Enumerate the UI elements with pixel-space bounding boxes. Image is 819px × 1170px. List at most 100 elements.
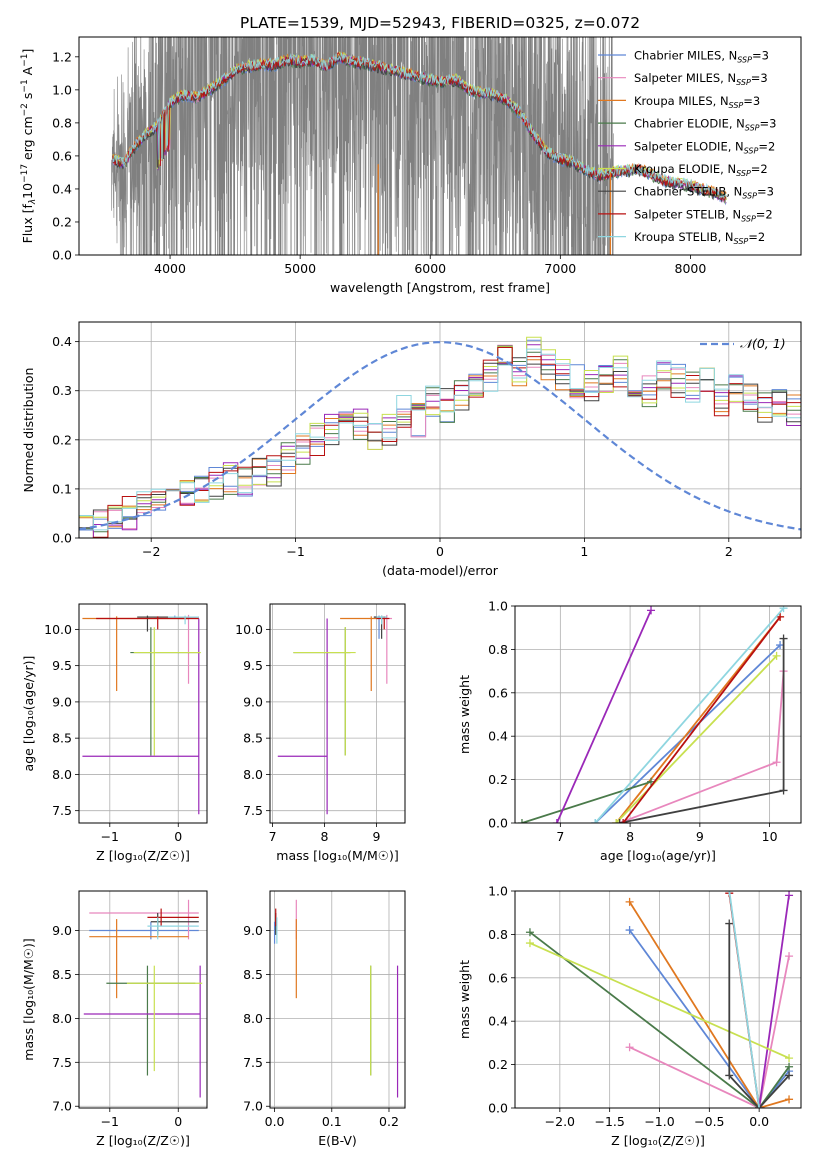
y-tick-label: 9.5 (243, 658, 263, 673)
model-spectrum-line (112, 52, 727, 201)
y-axis-label: mass weight (457, 675, 472, 754)
y-tick-label: 0.4 (52, 181, 72, 196)
x-axis-label: Z [log₁₀(Z/Z☉)] (96, 1133, 190, 1148)
legend-entry-suffix: =3 (743, 94, 760, 108)
histogram-step-line (79, 348, 801, 531)
weight-marker (619, 819, 628, 823)
axes-frame (269, 603, 406, 824)
y-axis-label-part: λ (28, 199, 38, 205)
spectrum-plot-area (111, 37, 727, 255)
mass-vs-ebv-panel: 0.0 0.1 0.2 7.0 7.5 8.0 8.5 9.0 E(B-V) (243, 890, 406, 1148)
legend-entry: Salpeter MILES, NSSP=3 (634, 71, 768, 87)
histogram-plot-area (79, 336, 801, 538)
x-tick-label: 0 (436, 544, 444, 559)
y-tick-label: 0.2 (52, 214, 72, 229)
normal-curve-line (79, 341, 801, 531)
legend-entry-suffix: =2 (751, 162, 768, 176)
legend-entry-suffix: =2 (748, 230, 765, 244)
x-tick-label: −2.0 (545, 1114, 575, 1129)
y-tick-label: 10.0 (235, 622, 263, 637)
y-tick-label: 8.0 (52, 1011, 72, 1026)
y-tick-label: 0.1 (52, 481, 72, 496)
x-tick-label: 0.2 (379, 1114, 399, 1129)
x-tick-label: 7 (269, 829, 277, 844)
axes-frame (514, 890, 802, 1109)
y-tick-label: 7.5 (52, 1055, 72, 1070)
weight-marker (755, 1104, 764, 1108)
legend-entry-text: Salpeter MILES, N (634, 71, 736, 85)
weight-marker (779, 786, 788, 795)
y-tick-label: 1.0 (488, 884, 508, 899)
x-tick-label: 0.0 (265, 1114, 285, 1129)
y-tick-label: 0.2 (488, 1057, 508, 1072)
y-axis-label-part: ] (20, 49, 35, 54)
y-axis-label-part: s (20, 93, 35, 104)
x-tick-label: 0 (174, 829, 182, 844)
weight-marker (625, 897, 634, 906)
weight-path-line (628, 929, 790, 1108)
histogram-step-line (79, 344, 801, 538)
weight-path-line (529, 931, 790, 1108)
histogram-panel: −2 −1 0 1 2 0.0 0.1 0.2 0.3 0.4 (data-model)/error… (21, 321, 802, 578)
weight-marker (779, 606, 788, 613)
y-tick-label: 8.5 (243, 731, 263, 746)
y-tick-label: 0.0 (52, 531, 72, 546)
legend-entry-text: Kroupa STELIB, N (634, 230, 734, 244)
model-spectrum-line (112, 54, 727, 202)
y-tick-label: 7.5 (243, 803, 263, 818)
y-tick-label: 8.5 (52, 967, 72, 982)
y-axis-label-part: Flux [f (20, 204, 35, 244)
y-tick-label: 0.8 (488, 927, 508, 942)
legend-entry-sub: SSP (745, 124, 760, 133)
weight-path-line (556, 609, 652, 823)
x-tick-label: 4000 (154, 261, 186, 276)
weight-marker (615, 819, 624, 823)
y-tick-label: 0.2 (52, 432, 72, 447)
legend-entry-suffix: =2 (756, 207, 773, 221)
x-tick-label: 7 (556, 829, 564, 844)
weight-marker (725, 1071, 734, 1080)
massweight-vs-age-panel-plot-area (517, 606, 788, 823)
age-vs-z-panel: −1 0 7.5 8.0 8.5 9.0 9.5 10.0 Z [log₁₀(Z/Z☉)] age… (21, 603, 208, 863)
weight-path-line (615, 655, 778, 823)
legend-entry-sub: SSP (744, 146, 759, 155)
massweight-vs-age-panel: 7 8 9 10 0.0 0.2 0.4 0.6 0.8 1.0 age [log₁₀(age/yr… (457, 599, 802, 863)
weight-marker (785, 1062, 794, 1071)
axes-frame (514, 605, 802, 824)
y-tick-label: 9.0 (243, 694, 263, 709)
y-axis-label-part: −1 (20, 79, 30, 92)
weight-marker (552, 819, 561, 823)
weight-path-line (728, 891, 760, 1108)
weight-marker (772, 651, 781, 660)
y-tick-label: 7.5 (52, 803, 72, 818)
mass-vs-z-panel-plot-area (83, 899, 203, 1098)
histogram-step-line (79, 359, 801, 538)
x-tick-label: 0.0 (749, 1114, 769, 1129)
age-vs-mass-panel-plot-area (277, 614, 393, 815)
x-tick-label: 7000 (544, 261, 576, 276)
y-axis-label: mass weight (457, 960, 472, 1039)
y-axis-label: age [log₁₀(age/yr)] (21, 656, 36, 772)
weight-marker (647, 606, 656, 615)
massweight-vs-z-panel-plot-area (525, 891, 794, 1108)
x-axis-label: Z [log₁₀(Z/Z☉)] (611, 1133, 705, 1148)
y-axis-label-part: −17 (20, 164, 30, 183)
x-tick-label: 10 (762, 829, 778, 844)
weight-marker (779, 634, 788, 643)
x-tick-label: 8 (321, 829, 329, 844)
weight-marker (785, 1054, 794, 1063)
figure-title: PLATE=1539, MJD=52943, FIBERID=0325, z=0… (240, 14, 640, 32)
y-tick-label: 9.0 (52, 694, 72, 709)
x-axis-label: wavelength [Angstrom, rest frame] (330, 280, 550, 295)
axes-frame (78, 321, 802, 539)
x-tick-label: 0.1 (322, 1114, 342, 1129)
x-tick-label: −1 (286, 544, 304, 559)
y-tick-label: 10.0 (44, 622, 72, 637)
weight-marker (625, 1043, 634, 1052)
weight-marker (591, 819, 600, 823)
x-tick-label: 6000 (414, 261, 446, 276)
y-tick-label: 0.2 (488, 772, 508, 787)
legend-entry-sub: SSP (742, 192, 757, 201)
legend-entry: Salpeter ELODIE, NSSP=2 (634, 139, 775, 155)
